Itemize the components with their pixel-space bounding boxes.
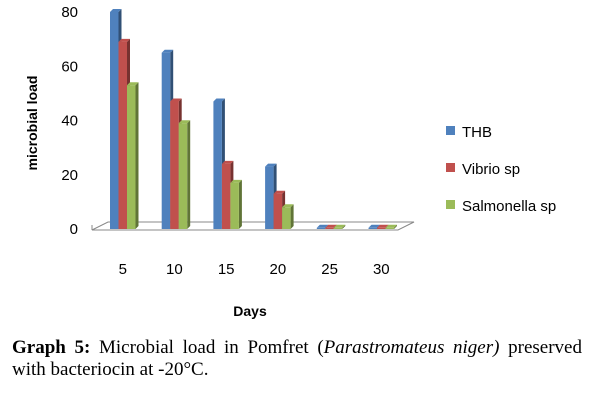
legend: THB Vibrio sp Salmonella sp [446, 124, 556, 215]
y-tick-label: 40 [61, 113, 78, 130]
figure-caption: Graph 5: Microbial load in Pomfret (Para… [12, 337, 582, 381]
bar-chart: 0 20 40 60 80 5 10 15 20 25 30 microbial load Day… [24, 4, 556, 319]
bar [127, 82, 139, 229]
legend-item: THB [446, 124, 492, 141]
bar [230, 179, 242, 229]
legend-swatch [446, 126, 455, 135]
bar [333, 224, 346, 229]
x-tick-label: 15 [218, 261, 235, 278]
chart-floor [91, 221, 415, 231]
floor-plane [91, 221, 415, 231]
legend-label: Salmonella sp [462, 198, 556, 215]
caption-label: Graph 5: [12, 337, 91, 358]
x-tick-label: 10 [166, 261, 183, 278]
caption-species: Parastromateus niger) [323, 337, 500, 358]
x-axis-label: Days [233, 303, 267, 319]
bar [178, 120, 191, 229]
x-tick-label: 25 [321, 261, 338, 278]
y-tick-label: 0 [70, 221, 78, 238]
x-tick-label: 30 [373, 261, 390, 278]
y-axis-ticks: 0 20 40 60 80 [61, 4, 78, 238]
legend-label: THB [462, 124, 492, 141]
legend-item: Vibrio sp [446, 161, 520, 178]
caption-text-before: Microbial load in Pomfret ( [90, 337, 324, 358]
legend-swatch [446, 163, 455, 172]
caption-text-after: preserved with bacteriocin at -20°C. [12, 337, 582, 380]
y-tick-label: 80 [61, 4, 78, 21]
x-axis-ticks: 5 10 15 20 25 30 [119, 261, 390, 278]
legend-item: Salmonella sp [446, 198, 556, 215]
legend-label: Vibrio sp [462, 161, 520, 178]
legend-swatch [446, 200, 455, 209]
bar [385, 224, 397, 229]
y-axis-label: microbial load [24, 76, 40, 171]
bar [282, 204, 294, 229]
chart-bars [110, 9, 397, 230]
x-tick-label: 5 [119, 261, 127, 278]
x-tick-label: 20 [270, 261, 287, 278]
y-tick-label: 60 [61, 58, 78, 75]
y-tick-label: 20 [61, 167, 78, 184]
